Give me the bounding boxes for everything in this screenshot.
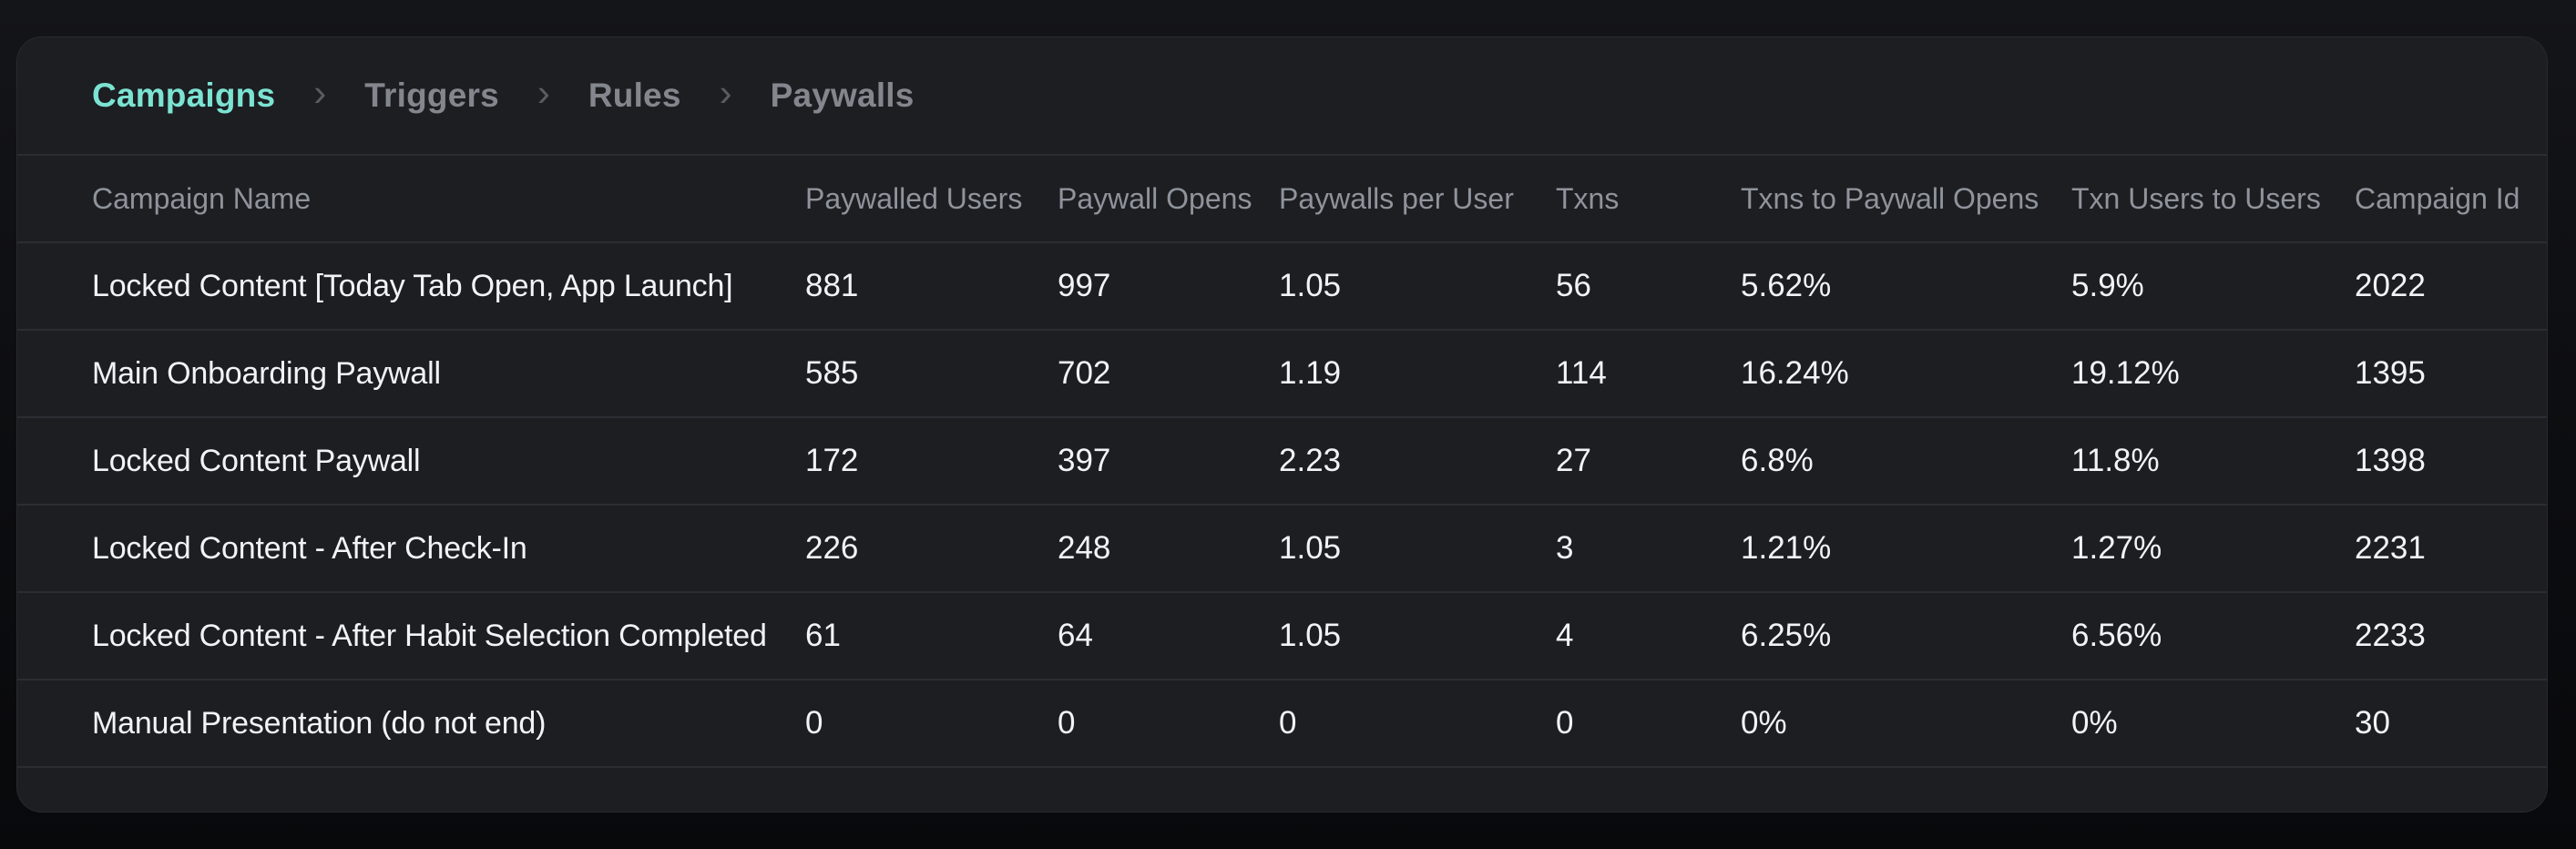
column-header-paywalls-per-user: Paywalls per User bbox=[1279, 181, 1514, 215]
campaign-name-cell: Locked Content [Today Tab Open, App Laun… bbox=[92, 268, 733, 303]
column-header-txns: Txns bbox=[1556, 181, 1620, 215]
campaign-name-cell: Locked Content - After Check-In bbox=[92, 530, 527, 566]
cell-txn-users-to-users: 5.9% bbox=[2071, 268, 2144, 303]
cell-txn-users-to-users: 19.12% bbox=[2071, 355, 2180, 391]
breadcrumb: Campaigns › Triggers › Rules › Paywalls bbox=[17, 37, 2547, 156]
cell-campaign-id: 2233 bbox=[2355, 618, 2426, 653]
cell-campaign-id: 1395 bbox=[2355, 355, 2426, 391]
campaign-name-cell: Locked Content - After Habit Selection C… bbox=[92, 618, 767, 653]
cell-campaign-id: 2231 bbox=[2355, 530, 2426, 566]
cell-txn-users-to-users: 1.27% bbox=[2071, 530, 2162, 566]
cell-paywall-opens: 397 bbox=[1058, 443, 1111, 478]
cell-paywalls-per-user: 2.23 bbox=[1279, 443, 1342, 478]
cell-paywalled-users: 226 bbox=[805, 530, 859, 566]
table-header-row: Campaign Name Paywalled Users Paywall Open… bbox=[17, 156, 2547, 243]
table-row[interactable]: Locked Content - After Check-In 226 248 1.0… bbox=[17, 506, 2547, 593]
cell-paywall-opens: 64 bbox=[1058, 618, 1093, 653]
cell-txn-users-to-users: 11.8% bbox=[2071, 443, 2160, 478]
cell-txns: 3 bbox=[1556, 530, 1574, 566]
column-header-txn-users-to-users: Txn Users to Users bbox=[2071, 181, 2321, 215]
breadcrumb-item-triggers[interactable]: Triggers bbox=[364, 77, 499, 114]
chevron-right-icon: › bbox=[313, 71, 327, 114]
cell-paywalled-users: 61 bbox=[805, 618, 841, 653]
table-row[interactable]: Locked Content [Today Tab Open, App Laun… bbox=[17, 243, 2547, 331]
cell-campaign-id: 1398 bbox=[2355, 443, 2426, 478]
column-header-paywalled-users: Paywalled Users bbox=[805, 181, 1023, 215]
campaigns-panel: Campaigns › Triggers › Rules › Paywalls Campai… bbox=[16, 36, 2548, 813]
cell-paywalls-per-user: 1.05 bbox=[1279, 268, 1342, 303]
cell-txns-to-paywall-opens: 5.62% bbox=[1741, 268, 1832, 303]
cell-paywalls-per-user: 1.19 bbox=[1279, 355, 1342, 391]
table-row[interactable]: Locked Content Paywall 172 397 2.23 27 6.8% 11… bbox=[17, 418, 2547, 506]
chevron-right-icon: › bbox=[719, 71, 732, 114]
cell-txns-to-paywall-opens: 0% bbox=[1741, 705, 1787, 741]
cell-txns: 114 bbox=[1556, 355, 1607, 391]
cell-txns: 0 bbox=[1556, 705, 1574, 741]
table-row[interactable]: Main Onboarding Paywall 585 702 1.19 114 16.2… bbox=[17, 331, 2547, 418]
column-header-paywall-opens: Paywall Opens bbox=[1058, 181, 1252, 215]
cell-paywall-opens: 0 bbox=[1058, 705, 1076, 741]
column-header-txns-to-paywall-opens: Txns to Paywall Opens bbox=[1741, 181, 2039, 215]
cell-paywalled-users: 881 bbox=[805, 268, 859, 303]
cell-paywalled-users: 0 bbox=[805, 705, 823, 741]
cell-paywalls-per-user: 1.05 bbox=[1279, 618, 1342, 653]
cell-txns-to-paywall-opens: 1.21% bbox=[1741, 530, 1832, 566]
cell-txns: 27 bbox=[1556, 443, 1591, 478]
cell-txns-to-paywall-opens: 6.25% bbox=[1741, 618, 1832, 653]
column-header-campaign-id: Campaign Id bbox=[2355, 181, 2520, 215]
cell-txn-users-to-users: 6.56% bbox=[2071, 618, 2162, 653]
table-row[interactable]: Manual Presentation (do not end) 0 0 0 0 0% 0%… bbox=[17, 680, 2547, 768]
campaign-name-cell: Locked Content Paywall bbox=[92, 443, 421, 478]
breadcrumb-item-campaigns[interactable]: Campaigns bbox=[92, 77, 276, 114]
cell-txns: 56 bbox=[1556, 268, 1591, 303]
cell-paywalled-users: 172 bbox=[805, 443, 859, 478]
chevron-right-icon: › bbox=[537, 71, 550, 114]
cell-txns-to-paywall-opens: 6.8% bbox=[1741, 443, 1814, 478]
cell-paywall-opens: 702 bbox=[1058, 355, 1111, 391]
cell-paywall-opens: 248 bbox=[1058, 530, 1111, 566]
campaign-name-cell: Main Onboarding Paywall bbox=[92, 355, 441, 391]
cell-paywalls-per-user: 0 bbox=[1279, 705, 1297, 741]
campaign-name-cell: Manual Presentation (do not end) bbox=[92, 705, 547, 741]
column-header-campaign-name: Campaign Name bbox=[92, 181, 312, 215]
table-row[interactable]: Locked Content - After Habit Selection C… bbox=[17, 593, 2547, 680]
cell-paywalled-users: 585 bbox=[805, 355, 859, 391]
table-body: Locked Content [Today Tab Open, App Laun… bbox=[17, 243, 2547, 768]
cell-paywall-opens: 997 bbox=[1058, 268, 1111, 303]
cell-paywalls-per-user: 1.05 bbox=[1279, 530, 1342, 566]
breadcrumb-item-paywalls[interactable]: Paywalls bbox=[770, 77, 915, 114]
breadcrumb-item-rules[interactable]: Rules bbox=[588, 77, 681, 114]
cell-txns-to-paywall-opens: 16.24% bbox=[1741, 355, 1849, 391]
cell-campaign-id: 30 bbox=[2355, 705, 2390, 741]
cell-txn-users-to-users: 0% bbox=[2071, 705, 2118, 741]
cell-campaign-id: 2022 bbox=[2355, 268, 2426, 303]
cell-txns: 4 bbox=[1556, 618, 1574, 653]
campaigns-table: Campaign Name Paywalled Users Paywall Open… bbox=[17, 156, 2547, 768]
